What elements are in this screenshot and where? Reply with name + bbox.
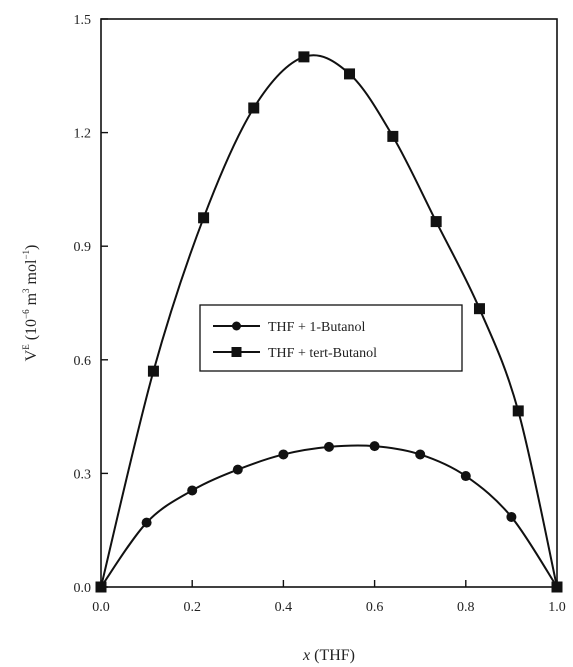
legend-label-1: THF + 1-Butanol	[268, 320, 365, 335]
series-line-1	[100, 444, 558, 588]
legend: THF + 1-Butanol THF + tert-Butanol	[199, 304, 463, 372]
data-point-square	[198, 212, 210, 224]
legend-marker-square	[231, 347, 242, 357]
y-tick-label: 0.9	[74, 240, 92, 255]
data-point-square	[147, 365, 159, 377]
data-point-circle	[232, 464, 243, 475]
data-point-circle	[141, 517, 152, 528]
y-tick-label: 1.5	[74, 13, 92, 28]
data-point-square	[430, 216, 442, 228]
x-tick-label: 0.6	[366, 600, 384, 615]
data-point-square	[248, 102, 260, 114]
x-tick-label: 1.0	[548, 600, 566, 615]
x-axis-ticks: 0.0 0.2 0.4 0.6 0.8 1.0	[92, 580, 566, 615]
data-point-square	[512, 405, 524, 417]
data-point-square	[473, 303, 485, 315]
data-point-square	[344, 68, 356, 80]
data-point-square	[387, 130, 399, 142]
x-tick-label: 0.2	[183, 600, 201, 615]
x-tick-label: 0.8	[457, 600, 475, 615]
data-point-circle	[278, 449, 289, 460]
data-point-circle	[187, 485, 198, 496]
data-point-circle	[506, 511, 517, 522]
data-point-circle	[415, 449, 426, 460]
x-tick-label: 0.4	[275, 600, 293, 615]
y-tick-label: 1.2	[74, 127, 92, 142]
x-axis-label: x (THF)	[302, 647, 355, 664]
data-point-square	[298, 51, 310, 63]
data-point-circle	[460, 471, 471, 482]
series-layer	[95, 51, 563, 593]
y-axis-label: VE (10−6 m3 mol−1)	[21, 245, 40, 362]
legend-marker-circle	[232, 321, 241, 331]
y-tick-label: 0.6	[74, 354, 92, 369]
x-tick-label: 0.0	[92, 600, 110, 615]
y-axis-ticks: 0.0 0.3 0.6 0.9 1.2 1.5	[74, 13, 108, 596]
data-point-square	[95, 581, 107, 593]
legend-label-2: THF + tert-Butanol	[268, 346, 377, 361]
legend-box	[199, 304, 463, 372]
y-tick-label: 0.3	[74, 467, 92, 482]
data-point-square	[551, 581, 563, 593]
y-tick-label: 0.0	[74, 581, 92, 596]
data-point-circle	[369, 441, 380, 452]
data-point-circle	[324, 441, 334, 452]
plot-frame	[100, 18, 558, 588]
